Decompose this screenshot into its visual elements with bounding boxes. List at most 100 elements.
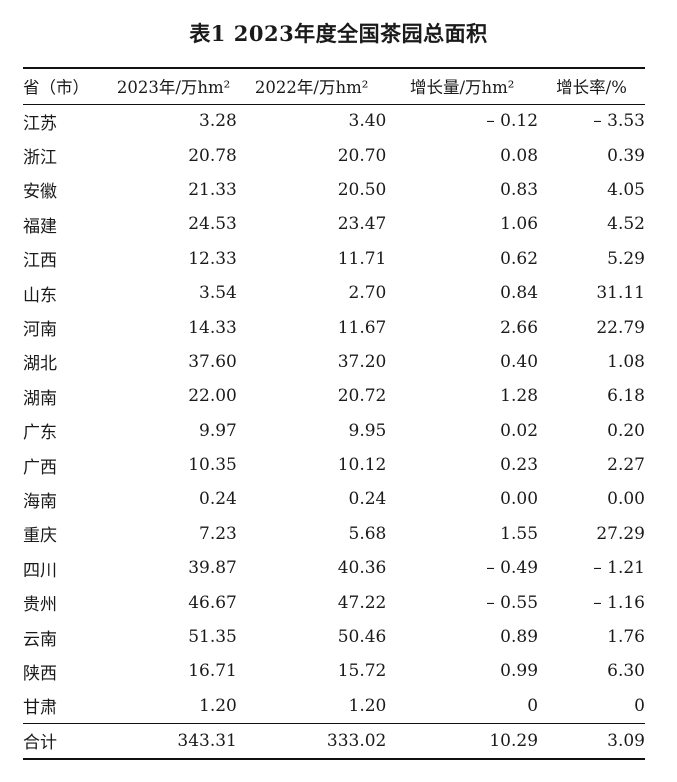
cell-rate: 6.18: [607, 386, 645, 407]
total-2022: 333.02: [236, 722, 387, 761]
cell-2023: 3.54: [199, 283, 237, 304]
cell-2023: 14.33: [188, 317, 237, 338]
total-row: 合计 343.31 333.02 10.29 3.09: [23, 722, 645, 761]
cell-2023: 37.60: [188, 351, 237, 372]
cell-2023: 16.71: [188, 661, 237, 682]
cell-growth: 0.08: [500, 145, 539, 166]
table-row: 山东 3.54 2.70 0.84 31.11: [23, 276, 645, 310]
cell-2022: 20.50: [337, 179, 387, 200]
cell-growth: 1.28: [500, 386, 539, 407]
table-row: 湖南 22.00 20.72 1.28 6.18: [23, 379, 645, 413]
cell-province: 广西: [23, 457, 57, 478]
cell-growth: 0.89: [500, 627, 539, 648]
cell-2022: 9.95: [348, 420, 387, 441]
cell-province: 四川: [23, 560, 57, 581]
cell-growth: 1.55: [500, 523, 539, 544]
cell-rate: 2.27: [607, 455, 645, 476]
cell-2023: 22.00: [188, 386, 237, 407]
table-row: 湖北 37.60 37.20 0.40 1.08: [23, 345, 645, 379]
cell-rate: 1.08: [607, 351, 645, 372]
header-row: 省（市） 2023年/万hm² 2022年/万hm² 增长量/万hm² 增长率/…: [23, 67, 645, 105]
cell-province: 山东: [23, 285, 57, 306]
cell-2022: 2.70: [348, 283, 387, 304]
cell-2023: 21.33: [188, 179, 237, 200]
cell-rate: 4.52: [607, 214, 645, 235]
cell-2023: 3.28: [199, 111, 237, 132]
cell-2022: 15.72: [337, 661, 387, 682]
cell-rate: 1.76: [607, 627, 645, 648]
cell-2022: 47.22: [337, 592, 387, 613]
cell-2022: 11.71: [337, 248, 387, 269]
cell-growth: – 0.49: [486, 558, 539, 579]
table-row: 海南 0.24 0.24 0.00 0.00: [23, 482, 645, 516]
cell-growth: 2.66: [500, 317, 539, 338]
cell-rate: – 1.16: [593, 592, 645, 613]
cell-2022: 10.12: [337, 455, 387, 476]
cell-growth: 0: [527, 695, 539, 716]
table-title: 表1 2023年度全国茶园总面积: [189, 21, 488, 46]
cell-2022: 40.36: [337, 558, 387, 579]
table-row: 贵州 46.67 47.22 – 0.55 – 1.16: [23, 585, 645, 619]
cell-province: 海南: [23, 491, 57, 512]
cell-2023: 39.87: [188, 558, 237, 579]
cell-2022: 0.24: [348, 489, 387, 510]
cell-2023: 20.78: [188, 145, 237, 166]
table-row: 福建 24.53 23.47 1.06 4.52: [23, 207, 645, 241]
cell-2023: 12.33: [188, 248, 237, 269]
cell-growth: 0.99: [500, 661, 539, 682]
cell-rate: 5.29: [607, 248, 645, 269]
cell-2022: 50.46: [337, 627, 387, 648]
cell-province: 云南: [23, 629, 57, 650]
cell-rate: 22.79: [596, 317, 645, 338]
header-2022: 2022年/万hm²: [236, 67, 387, 105]
table-row: 甘肃 1.20 1.20 0 0: [23, 689, 645, 723]
table-row: 江西 12.33 11.71 0.62 5.29: [23, 242, 645, 276]
header-2023: 2023年/万hm²: [110, 67, 237, 105]
cell-rate: 27.29: [596, 523, 645, 544]
header-growth: 增长量/万hm²: [386, 67, 539, 105]
cell-2023: 10.35: [188, 455, 237, 476]
table-row: 浙江 20.78 20.70 0.08 0.39: [23, 138, 645, 172]
cell-growth: 0.62: [500, 248, 539, 269]
cell-province: 湖北: [23, 354, 57, 375]
cell-province: 贵州: [23, 595, 57, 616]
cell-2022: 1.20: [348, 695, 387, 716]
cell-rate: 6.30: [607, 661, 645, 682]
cell-province: 重庆: [23, 526, 57, 547]
cell-province: 广东: [23, 423, 57, 444]
table-row: 四川 39.87 40.36 – 0.49 – 1.21: [23, 551, 645, 585]
cell-rate: 31.11: [596, 283, 645, 304]
total-2023: 343.31: [110, 722, 237, 761]
cell-growth: – 0.12: [486, 111, 539, 132]
cell-growth: 0.23: [500, 455, 539, 476]
cell-growth: 0.84: [500, 283, 539, 304]
table-row: 河南 14.33 11.67 2.66 22.79: [23, 310, 645, 344]
cell-province: 河南: [23, 320, 57, 341]
table-row: 云南 51.35 50.46 0.89 1.76: [23, 620, 645, 654]
cell-rate: 0.39: [607, 145, 645, 166]
table-row: 陕西 16.71 15.72 0.99 6.30: [23, 654, 645, 688]
cell-rate: 0.00: [607, 489, 645, 510]
cell-province: 江苏: [23, 113, 57, 134]
header-province: 省（市）: [23, 67, 111, 105]
total-rate: 3.09: [538, 722, 645, 761]
cell-2023: 0.24: [199, 489, 237, 510]
cell-2022: 11.67: [337, 317, 387, 338]
cell-province: 甘肃: [23, 698, 57, 719]
tea-garden-area-table: 省（市） 2023年/万hm² 2022年/万hm² 增长量/万hm² 增长率/…: [23, 67, 645, 761]
table-row: 重庆 7.23 5.68 1.55 27.29: [23, 517, 645, 551]
table-row: 江苏 3.28 3.40 – 0.12 – 3.53: [23, 104, 645, 138]
cell-2022: 20.70: [337, 145, 387, 166]
cell-rate: – 1.21: [593, 558, 645, 579]
total-label: 合计: [23, 722, 111, 761]
cell-2022: 3.40: [348, 111, 387, 132]
total-growth: 10.29: [386, 722, 539, 761]
cell-2022: 23.47: [337, 214, 387, 235]
cell-rate: – 3.53: [593, 111, 645, 132]
cell-2022: 37.20: [337, 351, 387, 372]
cell-rate: 0.20: [607, 420, 645, 441]
cell-growth: 1.06: [500, 214, 539, 235]
table-row: 广东 9.97 9.95 0.02 0.20: [23, 414, 645, 448]
cell-2023: 7.23: [199, 523, 237, 544]
cell-2023: 9.97: [199, 420, 237, 441]
